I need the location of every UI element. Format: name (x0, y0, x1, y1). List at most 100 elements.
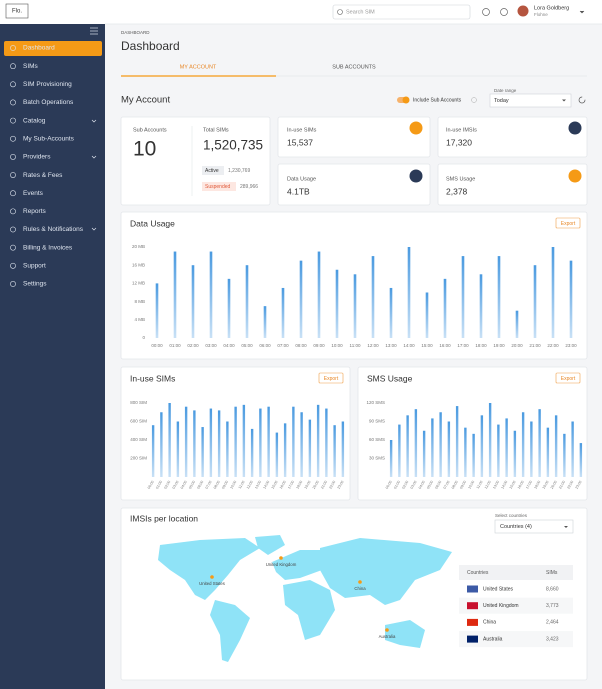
date-range-label: Date range (494, 88, 517, 93)
nav-icon (10, 226, 16, 233)
x-tick-label: 07:00 (205, 480, 213, 490)
date-range-value: Today (494, 98, 509, 104)
table-header: Countries (467, 570, 489, 576)
nav-item[interactable]: My Sub-Accounts (23, 135, 75, 142)
y-tick-label: 600 SIM (130, 419, 147, 424)
nav-item[interactable]: Events (23, 190, 44, 197)
sidebar (0, 24, 105, 689)
bar (245, 265, 249, 338)
bar (464, 427, 467, 477)
bar (234, 406, 237, 477)
marker-label: Australia (379, 634, 396, 639)
country-sims: 3,773 (546, 603, 559, 609)
y-tick-label: 8 MB (134, 299, 145, 304)
user-menu-caret[interactable] (579, 10, 585, 14)
x-tick-label: 08:00 (295, 343, 307, 348)
x-tick-label: 14:00 (262, 480, 270, 490)
x-tick-label: 15:00 (271, 480, 279, 490)
x-tick-label: 00:00 (151, 343, 163, 348)
collapse-icon[interactable] (90, 27, 98, 35)
nav-item[interactable]: Providers (23, 154, 51, 161)
bar (579, 443, 583, 477)
nav-item[interactable]: Support (23, 263, 46, 270)
flag (467, 618, 478, 626)
bar (505, 418, 508, 477)
bar (425, 292, 429, 338)
active-nav-highlight (4, 41, 102, 56)
nav-item[interactable]: Catalog (23, 117, 46, 124)
x-tick-label: 11:00 (350, 343, 361, 348)
search-placeholder: Search SIM (346, 9, 375, 15)
export-button[interactable] (555, 217, 581, 229)
nav-item[interactable]: Batch Operations (23, 99, 74, 106)
x-tick-label: 01:00 (155, 480, 163, 490)
x-tick-label: 12:00 (367, 343, 379, 348)
country-sims: 8,660 (546, 586, 559, 592)
nav-item[interactable]: SIMs (23, 63, 39, 70)
x-tick-label: 11:00 (238, 480, 246, 490)
map-marker[interactable] (210, 575, 214, 579)
bar (226, 421, 229, 477)
x-tick-label: 09:00 (221, 480, 229, 490)
nav-item[interactable]: Rates & Fees (23, 172, 63, 179)
x-tick-label: 17:00 (287, 480, 295, 490)
clock-icon[interactable] (482, 8, 490, 16)
x-tick-label: 17:00 (525, 480, 533, 490)
x-tick-label: 12:00 (246, 480, 254, 490)
y-tick-label: 20 MB (132, 244, 145, 249)
bar (263, 306, 267, 338)
help-icon[interactable] (500, 8, 508, 16)
country-select[interactable] (494, 519, 574, 534)
bar (406, 415, 409, 477)
nav-icon (10, 153, 16, 160)
charts: Data Usage Export 0 4 MB 8 MB 12 MB 16 MB 20 MB… (130, 217, 583, 490)
map-marker[interactable] (385, 628, 389, 632)
map-marker[interactable] (358, 580, 362, 584)
info-icon[interactable] (471, 97, 477, 103)
suspended-badge (202, 182, 236, 191)
date-range-select[interactable] (489, 93, 572, 108)
x-tick-label: 19:00 (304, 480, 312, 490)
nav-item[interactable]: Settings (23, 281, 47, 288)
bar (160, 412, 163, 477)
x-tick-label: 18:00 (533, 480, 541, 490)
x-tick-label: 07:00 (443, 480, 451, 490)
refresh-icon[interactable] (578, 96, 586, 104)
nav-item[interactable]: Billing & Invoices (23, 244, 73, 251)
bar (333, 425, 336, 477)
x-tick-label: 23:00 (575, 480, 583, 490)
logo[interactable]: Flo. (12, 9, 22, 15)
y-tick-label: 200 SIM (130, 456, 147, 461)
world-map (158, 535, 452, 662)
map-marker[interactable] (279, 556, 283, 560)
x-tick-label: 21:00 (558, 480, 566, 490)
x-tick-label: 22:00 (328, 480, 336, 490)
nav-item[interactable]: SIM Provisioning (23, 81, 72, 88)
section-title: My Account (121, 95, 170, 106)
bar (479, 274, 483, 338)
nav-item[interactable]: Reports (23, 208, 47, 215)
search-box[interactable] (332, 4, 471, 20)
x-tick-label: 01:00 (393, 480, 401, 490)
logo-box[interactable] (5, 3, 29, 19)
user-name[interactable]: Lora Goldberg (534, 5, 569, 11)
x-tick-label: 03:00 (172, 480, 180, 490)
export-button[interactable] (555, 372, 581, 384)
kpi-label: In-use IMSIs (446, 127, 477, 133)
y-tick-label: 800 SIM (130, 400, 147, 405)
export-button[interactable] (318, 372, 344, 384)
nav-item[interactable]: Dashboard (23, 45, 55, 52)
avatar[interactable] (517, 5, 529, 17)
y-tick-label: 60 SMS (369, 437, 385, 442)
nav-item[interactable]: Rules & Notifications (23, 226, 84, 233)
x-tick-label: 23:00 (565, 343, 577, 348)
nav-icon (10, 281, 16, 287)
nav-icon (10, 262, 16, 269)
bar (267, 406, 270, 477)
x-tick-label: 15:00 (509, 480, 517, 490)
bar (533, 265, 537, 338)
tab[interactable]: SUB ACCOUNTS (332, 64, 376, 70)
x-tick-label: 22:00 (547, 343, 559, 348)
tab[interactable]: MY ACCOUNT (180, 64, 217, 70)
nav-icon (10, 208, 16, 215)
